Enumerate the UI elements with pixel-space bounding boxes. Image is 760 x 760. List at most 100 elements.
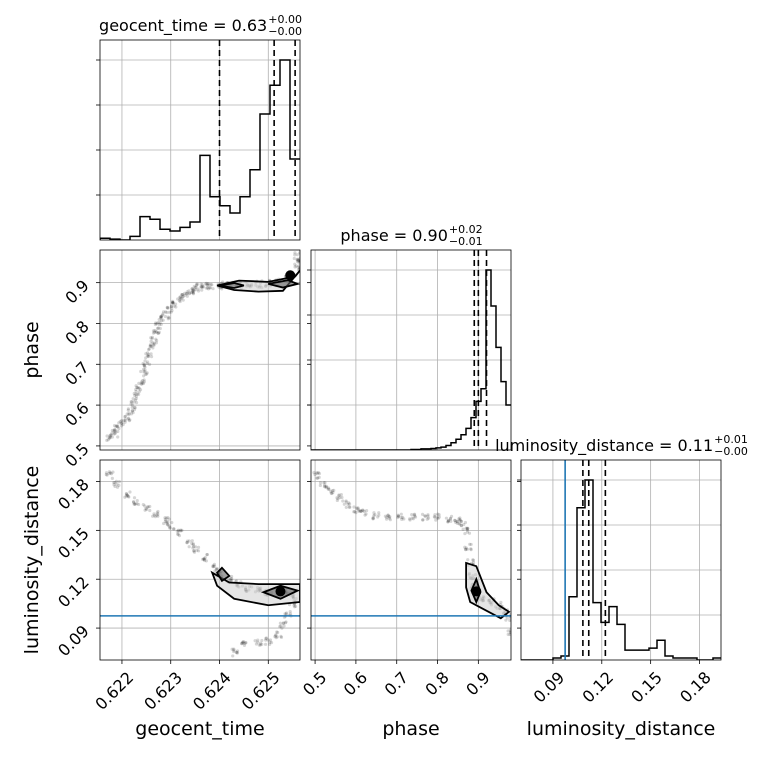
scatter-point	[356, 506, 360, 510]
scatter-point	[242, 643, 247, 647]
scatter-point	[506, 629, 510, 633]
scatter-point	[284, 612, 288, 616]
scatter-point	[344, 499, 348, 503]
scatter-point	[194, 282, 199, 286]
scatter-point	[412, 512, 417, 516]
scatter-point	[260, 642, 264, 646]
scatter-point	[159, 315, 164, 319]
scatter-point	[505, 616, 509, 620]
title-sup-geocent_time: +0.00	[268, 13, 302, 26]
scatter-point	[283, 621, 288, 625]
contour-0-2	[268, 279, 300, 289]
scatter-point	[463, 545, 467, 549]
scatter-point	[508, 628, 511, 632]
scatter-point	[135, 392, 140, 396]
scatter-point	[142, 363, 146, 367]
scatter-point	[163, 516, 167, 520]
scatter-point	[153, 322, 157, 327]
scatter-point	[177, 529, 181, 533]
contour-center-0	[285, 270, 296, 281]
scatter-point	[469, 542, 473, 547]
scatter-point	[359, 509, 363, 513]
scatter-point	[117, 479, 121, 484]
scatter-point	[459, 524, 464, 528]
scatter-point	[164, 516, 168, 520]
scatter-point	[260, 638, 264, 643]
scatter-point	[371, 517, 375, 521]
scatter-point	[109, 433, 113, 437]
scatter-point	[146, 505, 150, 509]
ytick-label-luminosity_distance-2: 0.15	[54, 524, 93, 563]
scatter-point	[230, 647, 234, 651]
scatter-point	[199, 285, 203, 289]
scatter-point	[165, 520, 169, 524]
scatter-point	[127, 413, 131, 417]
scatter-point	[347, 502, 352, 506]
scatter-point	[323, 485, 327, 489]
scatter-point	[151, 329, 156, 333]
scatter-point	[244, 641, 248, 645]
scatter-point	[327, 487, 331, 491]
scatter-point	[384, 517, 389, 521]
scatter-point	[185, 294, 189, 298]
scatter-point	[132, 500, 136, 504]
scatter-point	[206, 287, 211, 291]
scatter-point	[202, 557, 206, 561]
scatter-point	[215, 567, 220, 571]
scatter-point	[204, 286, 208, 290]
scatter-point	[421, 518, 425, 522]
scatter-point	[131, 403, 135, 407]
scatter-point	[167, 310, 171, 314]
scatter-point	[172, 304, 176, 308]
scatter-point	[202, 557, 206, 561]
scatter-point	[146, 354, 150, 358]
scatter-point	[167, 524, 171, 528]
scatter-point	[119, 424, 124, 428]
scatter-point	[154, 330, 159, 334]
scatter-point	[211, 564, 215, 569]
scatter-point	[152, 330, 157, 334]
scatter-point	[240, 641, 244, 646]
scatter-point	[113, 484, 117, 489]
scatter-point	[130, 405, 134, 410]
scatter-point	[187, 289, 191, 293]
scatter-point	[448, 516, 453, 520]
scatter-point	[134, 384, 138, 388]
scatter-point	[170, 309, 174, 313]
scatter-point	[208, 286, 212, 290]
title-geocent_time: geocent_time = 0.63	[99, 16, 267, 36]
scatter-point	[410, 516, 414, 520]
scatter-point	[330, 488, 335, 493]
scatter-point	[165, 306, 169, 310]
scatter-point	[194, 288, 198, 292]
scatter-point	[191, 289, 195, 293]
scatter-point	[469, 548, 473, 552]
contour-center-2	[471, 586, 482, 597]
scatter-point	[315, 476, 319, 480]
scatter-point	[336, 497, 340, 501]
scatter-point	[192, 548, 196, 553]
scatter-point	[388, 515, 392, 519]
scatter-point	[354, 511, 358, 515]
scatter-point	[187, 539, 191, 543]
scatter-point	[122, 419, 126, 423]
scatter-point	[139, 369, 143, 374]
scatter-point	[341, 499, 345, 503]
scatter-point	[357, 508, 361, 512]
scatter-point	[156, 326, 160, 331]
scatter-point	[126, 494, 130, 499]
scatter-point	[114, 430, 118, 434]
scatter-point	[292, 256, 296, 261]
scatter-point	[192, 545, 196, 549]
scatter-point	[214, 567, 218, 572]
scatter-point	[134, 389, 138, 394]
scatter-point	[352, 505, 356, 509]
scatter-point	[171, 301, 175, 305]
scatter-point	[326, 487, 330, 491]
scatter-point	[318, 481, 323, 485]
scatter-point	[157, 330, 161, 334]
scatter-point	[396, 513, 400, 517]
scatter-point	[127, 495, 131, 499]
scatter-point	[133, 502, 137, 506]
scatter-point	[240, 642, 244, 646]
